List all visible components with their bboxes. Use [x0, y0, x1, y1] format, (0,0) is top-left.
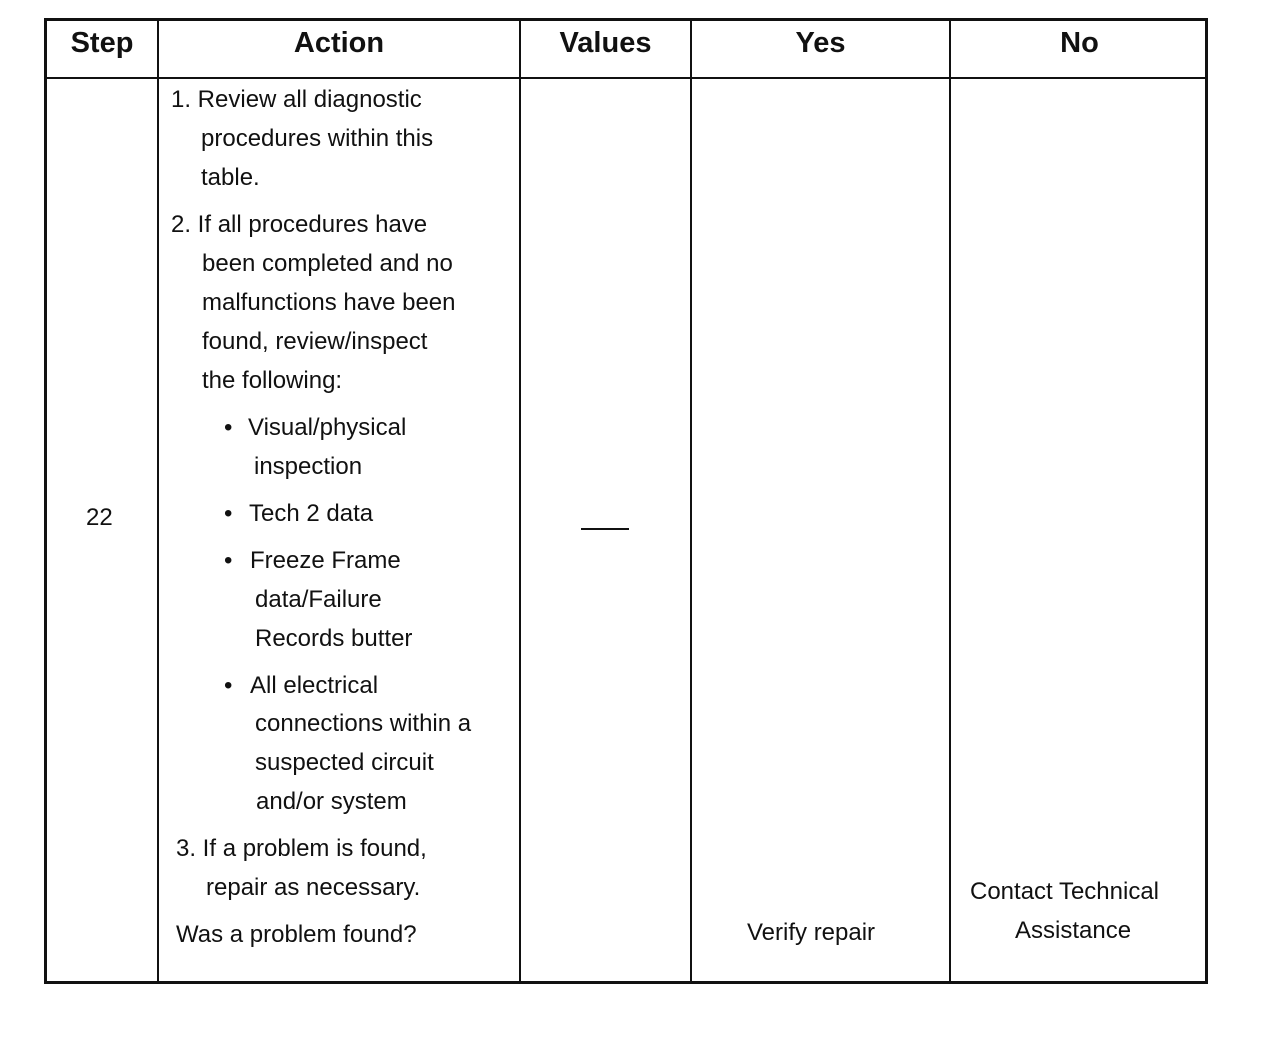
header-yes: Yes	[795, 27, 846, 59]
column-divider	[157, 21, 159, 981]
values-dash	[581, 528, 629, 530]
header-action: Action	[293, 27, 385, 59]
no-result-line-2: Assistance	[1015, 917, 1132, 944]
action-line: found, review/inspect	[202, 328, 428, 355]
bullet-icon: •	[224, 414, 233, 441]
bullet-text: Tech 2 data	[249, 500, 374, 527]
bullet-text: Visual/physical	[248, 414, 407, 441]
action-line: 3. If a problem is found,	[176, 835, 427, 862]
step-number: 22	[86, 504, 113, 531]
action-line: table.	[201, 164, 260, 191]
bullet-text: Records butter	[255, 625, 413, 652]
bullet-text: inspection	[254, 453, 363, 480]
no-result-line-1: Contact Technical	[970, 878, 1159, 905]
bullet-text: data/Failure	[255, 586, 382, 613]
header-divider	[47, 77, 1205, 79]
action-line: malfunctions have been	[202, 289, 456, 316]
action-question: Was a problem found?	[176, 921, 417, 948]
header-values: Values	[559, 27, 652, 59]
bullet-text: connections within a	[255, 710, 472, 737]
action-line: repair as necessary.	[206, 874, 421, 901]
action-line: been completed and no	[202, 250, 453, 277]
action-line: 2. If all procedures have	[171, 211, 428, 238]
action-line: procedures within this	[201, 125, 434, 152]
yes-result: Verify repair	[747, 919, 876, 946]
diagnostic-table: Step Action Values Yes No	[44, 18, 1208, 984]
bullet-text: suspected circuit	[255, 749, 434, 776]
bullet-icon: •	[224, 672, 233, 699]
bullet-text: All electrical	[250, 672, 379, 699]
bullet-icon: •	[224, 547, 233, 574]
column-divider	[949, 21, 951, 981]
header-step: Step	[70, 27, 134, 59]
bullet-text: Freeze Frame	[250, 547, 401, 574]
bullet-icon: •	[224, 500, 233, 527]
bullet-text: and/or system	[256, 788, 407, 815]
column-divider	[690, 21, 692, 981]
action-line: the following:	[202, 367, 343, 394]
header-no: No	[1060, 27, 1099, 59]
column-divider	[519, 21, 521, 981]
action-line: 1. Review all diagnostic	[171, 86, 422, 113]
